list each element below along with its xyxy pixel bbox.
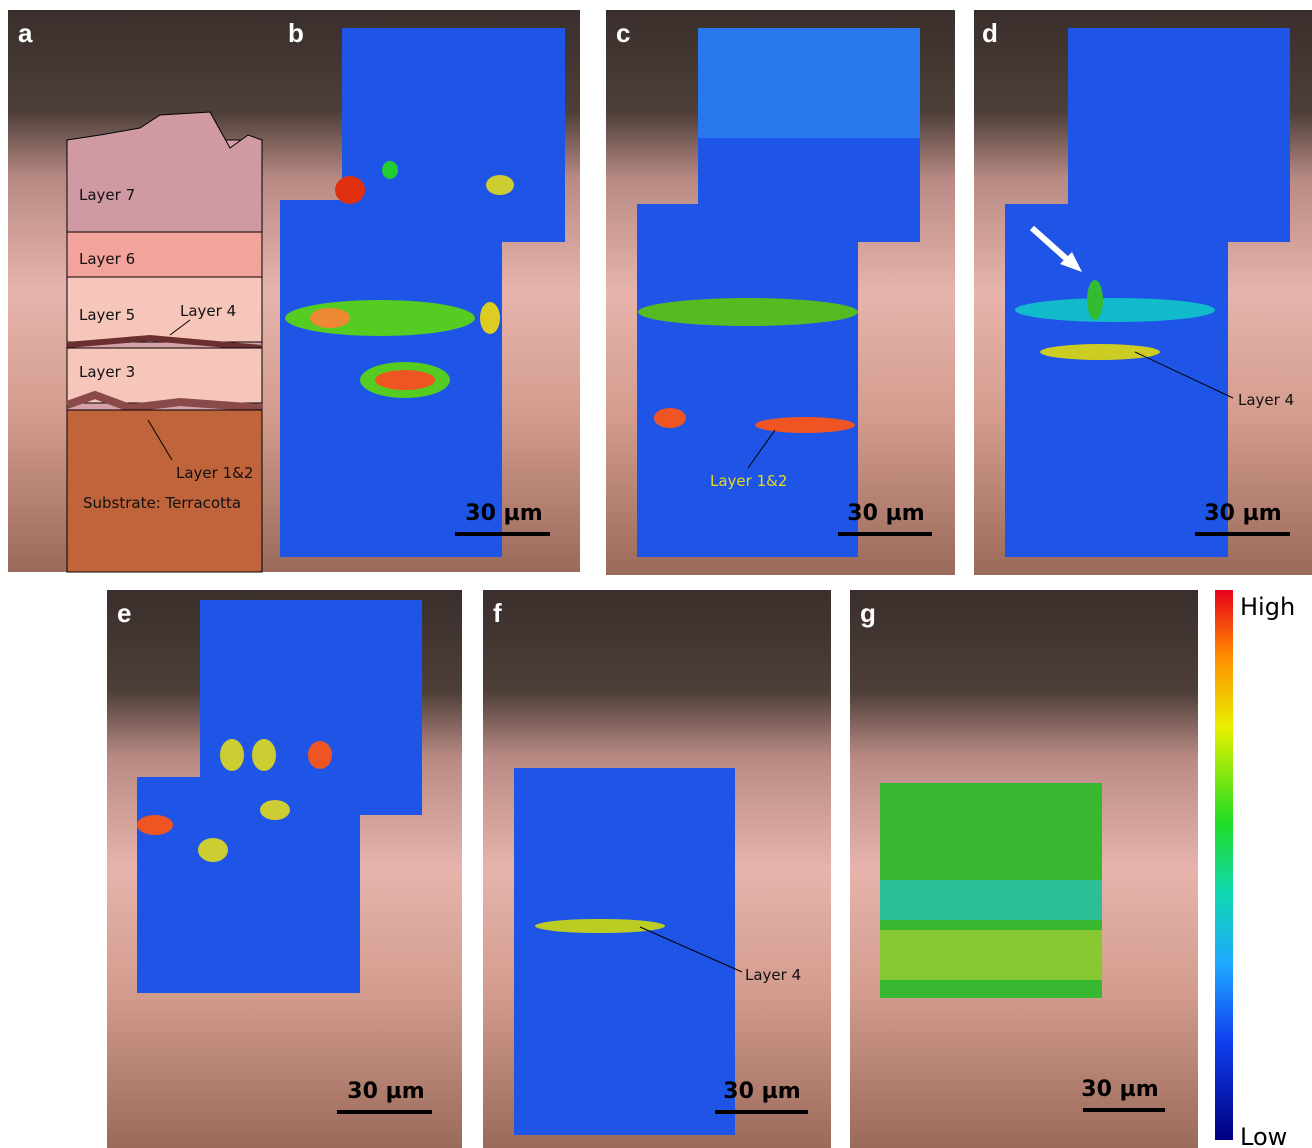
panel-label: c: [616, 18, 630, 48]
graphic-ellipse: [310, 308, 350, 328]
scale-bar-label: 30 µm: [347, 1079, 424, 1104]
graphic-rect: [880, 930, 1102, 980]
graphic-ellipse: [486, 175, 514, 195]
scale-bar-label: 30 µm: [1204, 501, 1281, 526]
panel-label: d: [982, 18, 998, 48]
graphic-ellipse: [638, 298, 858, 326]
graphic-ellipse: [220, 739, 244, 771]
graphic-rect: [880, 880, 1102, 920]
annotation: Layer 1&2: [710, 472, 787, 490]
graphic-ellipse: [1015, 298, 1215, 322]
graphic-ellipse: [1040, 344, 1160, 360]
graphic-ellipse: [260, 800, 290, 820]
scale-bar-label: 30 µm: [1081, 1077, 1158, 1102]
graphic-ellipse: [137, 815, 173, 835]
graphic-ellipse: [1087, 280, 1103, 320]
graphic-rect: [514, 768, 735, 1135]
graphic-ellipse: [198, 838, 228, 862]
graphic-ellipse: [755, 417, 855, 433]
figure: a b c d e f g Layer 7 Layer 6 Layer 5 La…: [0, 0, 1312, 1148]
annotation: Layer 4: [1238, 391, 1294, 409]
graphic-rect: [137, 777, 360, 993]
colorbar-low: Low: [1240, 1123, 1287, 1148]
panel-label: b: [288, 18, 304, 48]
graphic-ellipse: [480, 302, 500, 334]
layer-label: Layer 7: [79, 186, 135, 204]
layer-label: Layer 5: [79, 306, 135, 324]
panel-label: f: [493, 598, 502, 628]
colorbar-high: High: [1240, 593, 1295, 621]
panel-label: a: [18, 18, 33, 48]
graphic-ellipse: [375, 370, 435, 390]
graphic-ellipse: [535, 919, 665, 933]
graphic-ellipse: [335, 176, 365, 204]
colorbar: [1215, 590, 1233, 1140]
layer-label: Layer 3: [79, 363, 135, 381]
graphic-ellipse: [654, 408, 686, 428]
layer-label: Substrate: Terracotta: [83, 494, 241, 512]
scale-bar-label: 30 µm: [723, 1079, 800, 1104]
layer-label: Layer 4: [180, 302, 236, 320]
graphic-ellipse: [382, 161, 398, 179]
graphic-rect: [67, 410, 262, 572]
layer-label: Layer 6: [79, 250, 135, 268]
scale-bar-label: 30 µm: [847, 501, 924, 526]
graphic-rect: [698, 28, 920, 138]
graphic-ellipse: [308, 741, 332, 769]
scale-bar-label: 30 µm: [465, 501, 542, 526]
panel-label: e: [117, 598, 131, 628]
graphic-rect: [637, 204, 858, 557]
panel-label: g: [860, 598, 876, 628]
annotation: Layer 4: [745, 966, 801, 984]
layer-label: Layer 1&2: [176, 464, 253, 482]
graphic-ellipse: [252, 739, 276, 771]
